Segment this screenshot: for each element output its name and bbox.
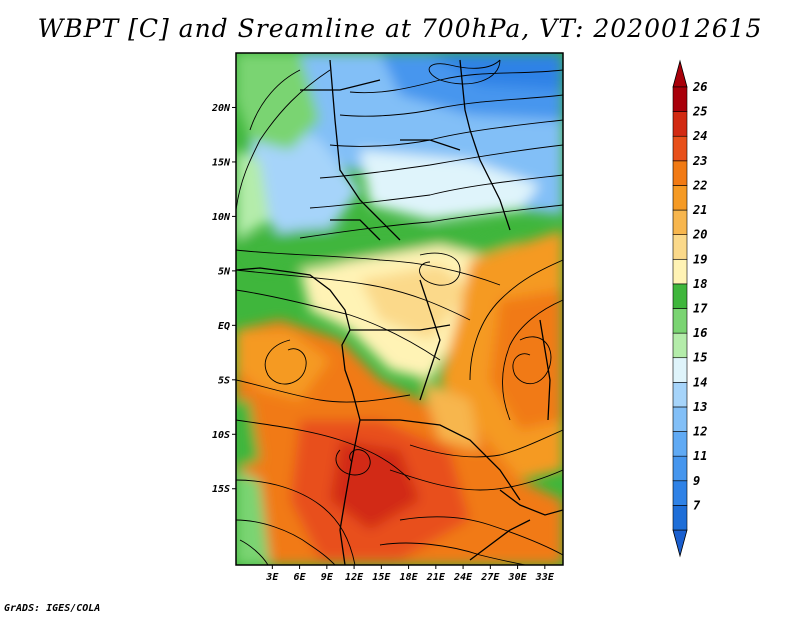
colorbar-swatch bbox=[672, 209, 688, 235]
colorbar-label: 15 bbox=[693, 351, 707, 365]
colorbar-label: 24 bbox=[692, 129, 707, 143]
colorbar-label: 20 bbox=[692, 228, 707, 242]
lat-tick-label: 5N bbox=[218, 266, 231, 277]
colorbar-label: 14 bbox=[693, 375, 707, 389]
colorbar-label: 13 bbox=[693, 400, 707, 414]
colorbar-label: 9 bbox=[693, 474, 700, 488]
colorbar-swatch bbox=[672, 431, 688, 457]
colorbar-label: 12 bbox=[693, 425, 707, 439]
colorbar-swatch bbox=[672, 234, 688, 260]
colorbar-swatch bbox=[672, 258, 688, 285]
colorbar-label: 11 bbox=[693, 449, 707, 463]
colorbar-swatch bbox=[672, 135, 688, 162]
lon-tick-label: 15E bbox=[372, 572, 391, 583]
colorbar-swatch bbox=[672, 308, 688, 334]
lon-tick-label: 6E bbox=[294, 572, 307, 583]
colorbar-label: 25 bbox=[692, 105, 707, 119]
colorbar-swatch bbox=[672, 382, 688, 408]
colorbar-swatch bbox=[672, 357, 688, 383]
lat-tick-label: 10S bbox=[212, 430, 230, 441]
colorbar-swatch bbox=[672, 160, 688, 186]
lon-tick-label: 24E bbox=[453, 572, 473, 583]
lon-tick-label: 12E bbox=[345, 572, 364, 583]
colorbar-swatch bbox=[672, 406, 688, 432]
colorbar-label: 17 bbox=[693, 302, 708, 316]
lon-tick-label: 30E bbox=[508, 572, 528, 583]
colorbar: 7 9 11 12 13 14 15 16 17 18 19 20 21 22 23 24 25 26 bbox=[672, 59, 708, 558]
colorbar-swatch bbox=[672, 480, 688, 506]
colorbar-label: 18 bbox=[693, 277, 707, 291]
colorbar-label: 7 bbox=[693, 498, 701, 512]
colorbar-label: 23 bbox=[692, 154, 707, 168]
colorbar-label: 26 bbox=[692, 80, 707, 94]
colorbar-swatch bbox=[672, 86, 688, 112]
lat-tick-label: 20N bbox=[211, 103, 231, 114]
lon-tick-label: 18E bbox=[400, 572, 419, 583]
colorbar-swatch bbox=[672, 283, 688, 309]
lon-tick-label: 9E bbox=[321, 572, 334, 583]
grads-credit: GrADS: IGES/COLA bbox=[4, 603, 101, 614]
lat-tick-label: 15S bbox=[212, 484, 230, 495]
lon-tick-label: 21E bbox=[426, 572, 446, 583]
lon-tick-label: 3E bbox=[265, 572, 279, 583]
colorbar-label: 16 bbox=[693, 326, 707, 340]
lon-tick-label: 27E bbox=[480, 572, 500, 583]
coastlines-borders bbox=[236, 59, 563, 565]
colorbar-label: 19 bbox=[693, 252, 707, 266]
colorbar-swatch bbox=[672, 455, 688, 482]
colorbar-label: 22 bbox=[692, 178, 707, 192]
colorbar-swatch bbox=[672, 332, 688, 359]
colorbar-swatch bbox=[672, 185, 688, 211]
lat-tick-label: 10N bbox=[212, 212, 231, 223]
longitude-axis: 3E 6E 9E 12E 15E 18E 21E 24E 27E 30E 33E bbox=[265, 565, 555, 583]
colorbar-label: 21 bbox=[692, 203, 707, 217]
colorbar-swatch bbox=[672, 505, 688, 531]
streamlines bbox=[236, 59, 563, 565]
lon-tick-label: 33E bbox=[535, 572, 555, 583]
map-frame bbox=[235, 52, 564, 566]
colorbar-swatch bbox=[672, 111, 688, 137]
colorbar-over-triangle bbox=[672, 59, 688, 88]
latitude-axis: 20N 15N 10N 5N EQ 5S 10S 15S bbox=[211, 103, 236, 495]
lat-tick-label: EQ bbox=[218, 321, 230, 332]
wbpt-field bbox=[236, 53, 563, 565]
map-title: WBPT [C] and Sreamline at 700hPa, VT: 20… bbox=[37, 14, 763, 43]
colorbar-under-triangle bbox=[672, 529, 688, 558]
lat-tick-label: 15N bbox=[212, 157, 231, 168]
lat-tick-label: 5S bbox=[218, 375, 230, 386]
